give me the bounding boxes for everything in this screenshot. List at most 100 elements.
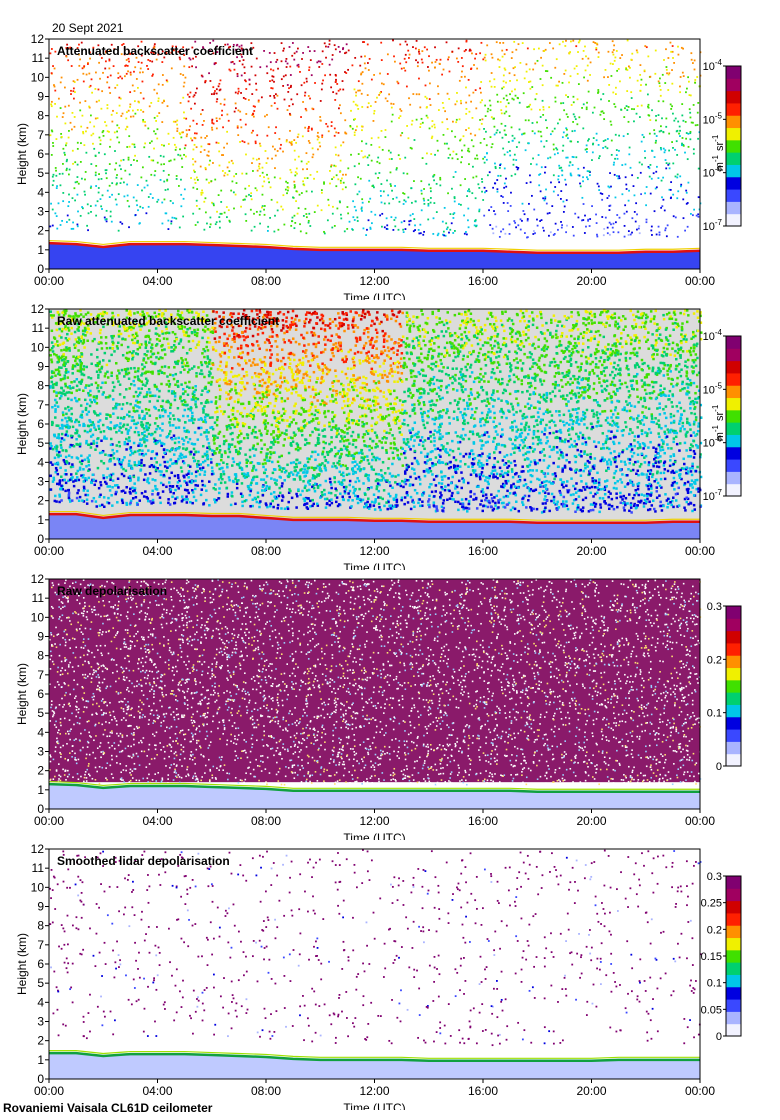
x-tick-label: 08:00	[251, 814, 281, 828]
colorbar-segment	[726, 176, 741, 190]
colorbar-tick-label: 10-7	[703, 218, 723, 233]
y-axis-label: Height (km)	[15, 933, 29, 995]
colorbar-segment	[726, 642, 741, 656]
y-tick-label: 3	[37, 745, 44, 759]
colorbar-segment	[726, 1023, 741, 1037]
colorbar-tick-label: 0.1	[707, 708, 722, 720]
x-tick-label: 00:00	[34, 814, 64, 828]
colorbar-segment	[726, 78, 741, 92]
y-tick-label: 11	[32, 51, 45, 65]
x-axis-label: Time (UTC)	[343, 291, 405, 300]
colorbar-segment	[726, 102, 741, 116]
y-tick-label: 4	[37, 185, 44, 199]
y-tick-label: 7	[37, 668, 44, 682]
y-tick-label: 6	[37, 417, 44, 431]
y-tick-label: 0	[37, 1072, 44, 1086]
y-tick-label: 0	[37, 262, 44, 276]
cloud-base-line	[49, 512, 700, 524]
x-tick-label: 20:00	[576, 274, 606, 288]
y-tick-label: 12	[31, 302, 45, 316]
panel-title: Raw depolarisation	[57, 584, 167, 598]
x-tick-label: 04:00	[142, 544, 172, 558]
y-tick-label: 12	[31, 32, 45, 46]
y-tick-label: 3	[37, 205, 44, 219]
y-tick-label: 5	[37, 706, 44, 720]
colorbar-tick-label: 10-5	[703, 111, 723, 126]
x-tick-label: 20:00	[576, 1084, 606, 1098]
colorbar-segment	[726, 372, 741, 386]
x-tick-label: 08:00	[251, 544, 281, 558]
colorbar-tick-label: 0.15	[701, 951, 722, 963]
y-tick-label: 1	[37, 783, 44, 797]
y-tick-label: 6	[37, 957, 44, 971]
colorbar-tick-label: 10-6	[703, 165, 723, 180]
cloud-top-line	[49, 1050, 700, 1059]
boundary-layer-band	[49, 784, 700, 809]
colorbar-tick-label: 0.25	[701, 898, 722, 910]
x-tick-label: 16:00	[468, 1084, 498, 1098]
colorbar-segment	[726, 434, 741, 448]
x-tick-label: 00:00	[34, 274, 64, 288]
colorbar-segment	[726, 422, 741, 435]
colorbar-segment	[726, 630, 741, 644]
colorbar-segment	[726, 753, 741, 767]
y-axis-label: Height (km)	[15, 393, 29, 455]
colorbar-segment	[726, 692, 741, 705]
y-tick-label: 1	[37, 513, 44, 527]
colorbar-tick-label: 10-7	[703, 488, 723, 503]
colorbar-tick-label: 0.2	[707, 654, 722, 666]
y-tick-label: 8	[37, 109, 44, 123]
colorbar-segment	[726, 974, 741, 988]
colorbar-segment	[726, 679, 741, 693]
y-tick-label: 9	[37, 90, 44, 104]
y-tick-label: 1	[37, 1053, 44, 1067]
y-tick-label: 8	[37, 919, 44, 933]
y-tick-label: 9	[37, 900, 44, 914]
y-tick-label: 9	[37, 360, 44, 374]
y-tick-label: 11	[32, 321, 45, 335]
y-tick-label: 2	[37, 1034, 44, 1048]
colorbar-segment	[726, 90, 741, 104]
y-tick-label: 2	[37, 764, 44, 778]
x-tick-label: 20:00	[576, 544, 606, 558]
y-tick-label: 7	[37, 128, 44, 142]
colorbar-tick-label: 0.2	[707, 924, 722, 936]
x-tick-label: 04:00	[142, 1084, 172, 1098]
colorbar-unit-label: m-1sr-1	[711, 404, 726, 441]
colorbar-segment	[726, 1011, 741, 1025]
colorbar-unit-label: m-1sr-1	[711, 134, 726, 171]
y-tick-label: 5	[37, 166, 44, 180]
colorbar-segment	[726, 925, 741, 939]
panel-title: Raw attenuated backscatter coefficient	[57, 314, 279, 328]
colorbar-tick-label: 0.1	[707, 978, 722, 990]
colorbar-segment	[726, 741, 741, 755]
colorbar-tick-label: 0.05	[701, 1004, 722, 1016]
heatmap-field	[49, 579, 702, 786]
colorbar-segment	[726, 397, 741, 411]
y-tick-label: 12	[31, 842, 45, 856]
colorbar-segment	[726, 937, 741, 951]
colorbar-segment	[726, 667, 741, 681]
colorbar-segment	[726, 986, 741, 1000]
y-tick-label: 3	[37, 1015, 44, 1029]
colorbar-tick-label: 0	[716, 1031, 722, 1043]
colorbar-tick-label: 0.3	[707, 871, 722, 883]
y-tick-label: 8	[37, 379, 44, 393]
y-tick-label: 1	[37, 243, 44, 257]
y-tick-label: 10	[31, 880, 45, 894]
plot-area	[49, 39, 700, 269]
y-tick-label: 5	[37, 976, 44, 990]
colorbar-segment	[726, 66, 741, 79]
colorbar-segment	[726, 446, 741, 460]
colorbar-tick-label: 10-6	[703, 435, 723, 450]
colorbar-segment	[726, 115, 741, 129]
x-tick-label: 04:00	[142, 274, 172, 288]
panel-1: Attenuated backscatter coefficient012345…	[15, 32, 742, 300]
colorbar-frame	[725, 605, 742, 767]
colorbar-segment	[726, 213, 741, 227]
y-tick-label: 10	[31, 70, 45, 84]
heatmap-field	[49, 309, 703, 514]
y-tick-label: 10	[31, 340, 45, 354]
